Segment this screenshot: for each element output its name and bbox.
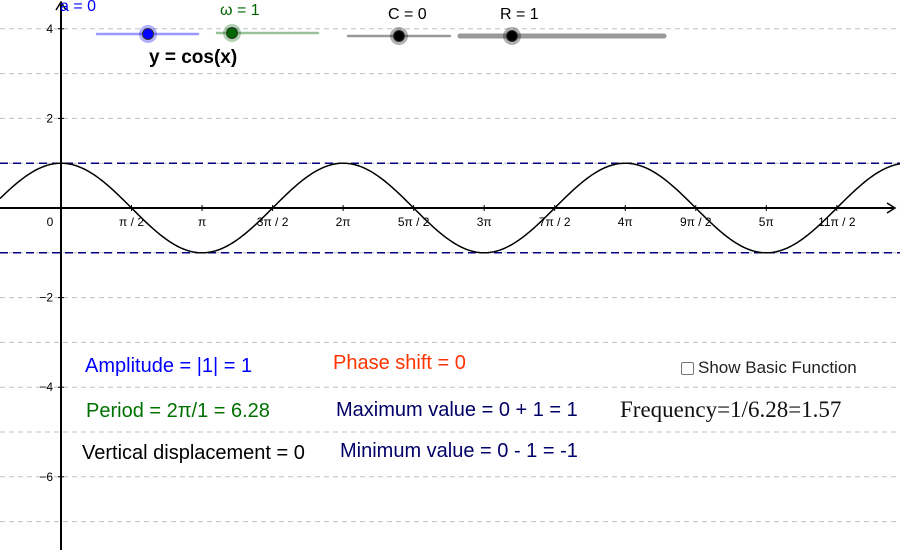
phase-shift-text: Phase shift = 0 <box>333 352 466 374</box>
slider-c-label: C = 0 <box>388 6 427 23</box>
amplitude-text: Amplitude = |1| = 1 <box>85 355 253 377</box>
x-tick-label: 3π / 2 <box>257 215 289 229</box>
x-axis-arrow <box>886 202 897 214</box>
x-tick-label: 3π <box>477 215 492 229</box>
maximum-text: Maximum value = 0 + 1 = 1 <box>336 399 578 421</box>
x-tick-label: π <box>198 215 206 229</box>
slider-r-label: R = 1 <box>500 6 539 23</box>
slider-omega-label: ω = 1 <box>220 2 260 19</box>
y-tick-label: 2 <box>46 111 53 125</box>
frequency-text: Frequency=1/6.28=1.57 <box>620 397 842 422</box>
y-tick-label: −2 <box>39 291 53 305</box>
y-tick-label: −6 <box>39 470 53 484</box>
function-label: y = cos(x) <box>149 47 238 68</box>
x-tick-label: π / 2 <box>119 215 144 229</box>
slider-a-knob[interactable] <box>142 28 154 40</box>
x-tick-label: 5π / 2 <box>398 215 430 229</box>
x-tick-label: 4π <box>618 215 633 229</box>
x-tick-label: 11π / 2 <box>818 215 856 229</box>
vertical-displacement-text: Vertical displacement = 0 <box>82 442 305 464</box>
x-tick-label: 2π <box>336 215 351 229</box>
slider-C-knob[interactable] <box>393 30 405 42</box>
show-basic-function-checkbox[interactable]: Show Basic Function <box>681 358 857 378</box>
slider-R-knob[interactable] <box>506 30 518 42</box>
y-axis-arrow <box>55 0 67 11</box>
slider-omega-knob[interactable] <box>226 27 238 39</box>
checkbox-label: Show Basic Function <box>698 358 857 377</box>
slider-a-label: a = 0 <box>60 0 97 15</box>
x-tick-label: 9π / 2 <box>680 215 712 229</box>
y-tick-label: −4 <box>39 380 53 394</box>
x-tick-label: 5π <box>759 215 774 229</box>
x-tick-label: 0 <box>47 215 54 229</box>
x-tick-label: 7π / 2 <box>539 215 571 229</box>
checkbox-box[interactable] <box>681 361 694 375</box>
y-tick-label: 4 <box>46 22 53 36</box>
minimum-text: Minimum value = 0 - 1 = -1 <box>340 440 578 462</box>
cosine-curve <box>0 162 900 254</box>
period-text: Period = 2π/1 = 6.28 <box>86 400 270 422</box>
